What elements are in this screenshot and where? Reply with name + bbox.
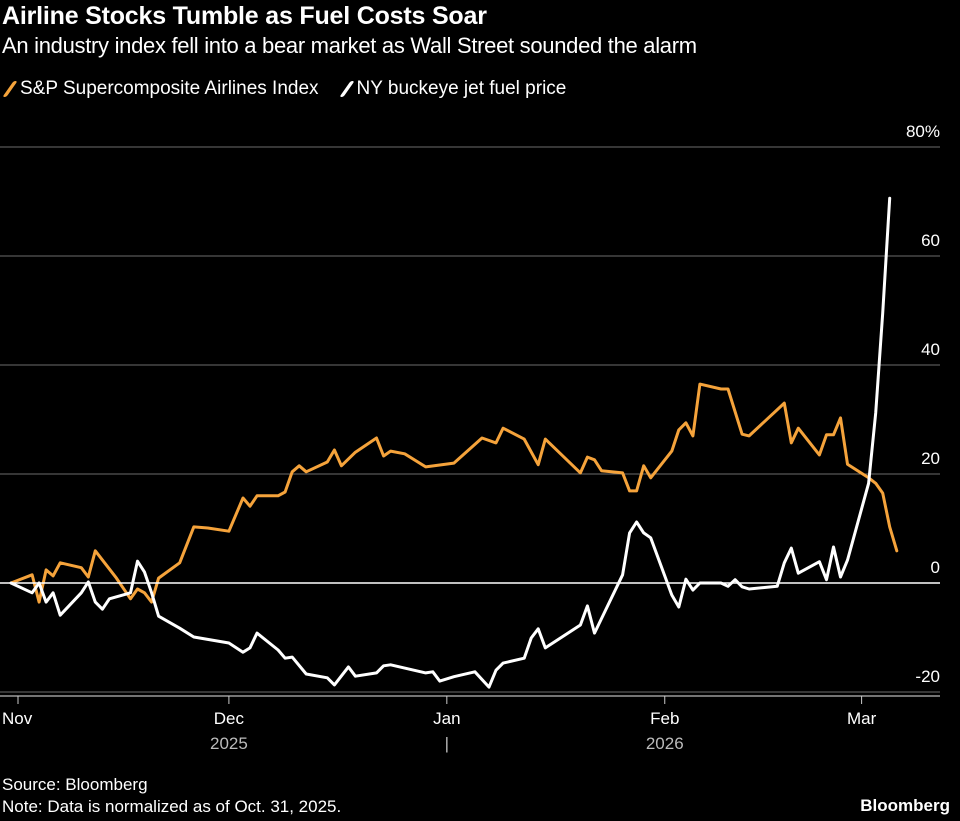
- bloomberg-logo: Bloomberg: [860, 796, 950, 815]
- y-tick-label: 40: [921, 340, 940, 359]
- x-year-label: 2025: [210, 734, 248, 753]
- chart-title: Airline Stocks Tumble as Fuel Costs Soar: [2, 2, 487, 30]
- legend-label-jet-fuel: NY buckeye jet fuel price: [356, 78, 567, 99]
- footnote: Note: Data is normalized as of Oct. 31, …: [2, 797, 342, 816]
- y-tick-label: -20: [915, 667, 940, 686]
- legend-label-airlines: S&P Supercomposite Airlines Index: [20, 78, 319, 99]
- x-tick-label: Feb: [650, 709, 679, 728]
- source-note: Source: Bloomberg: [2, 775, 148, 794]
- x-year-label: |: [445, 734, 449, 753]
- x-tick-label: Nov: [2, 709, 33, 728]
- y-tick-label: 20: [921, 449, 940, 468]
- legend-item-jet-fuel: NY buckeye jet fuel price: [338, 78, 567, 100]
- series-line-jet-fuel-price: [9, 196, 892, 689]
- y-tick-label: 80%: [906, 122, 940, 141]
- legend: S&P Supercomposite Airlines Index NY buc…: [2, 78, 566, 100]
- x-year-label: 2026: [646, 734, 684, 753]
- series-line-airlines-index: [9, 382, 899, 604]
- x-tick-label: Jan: [433, 709, 460, 728]
- chart-subtitle: An industry index fell into a bear marke…: [2, 33, 697, 58]
- x-tick-label: Dec: [214, 709, 245, 728]
- legend-item-airlines: S&P Supercomposite Airlines Index: [2, 78, 319, 100]
- x-tick-label: Mar: [847, 709, 877, 728]
- y-tick-label: 0: [931, 558, 940, 577]
- y-tick-label: 60: [921, 231, 940, 250]
